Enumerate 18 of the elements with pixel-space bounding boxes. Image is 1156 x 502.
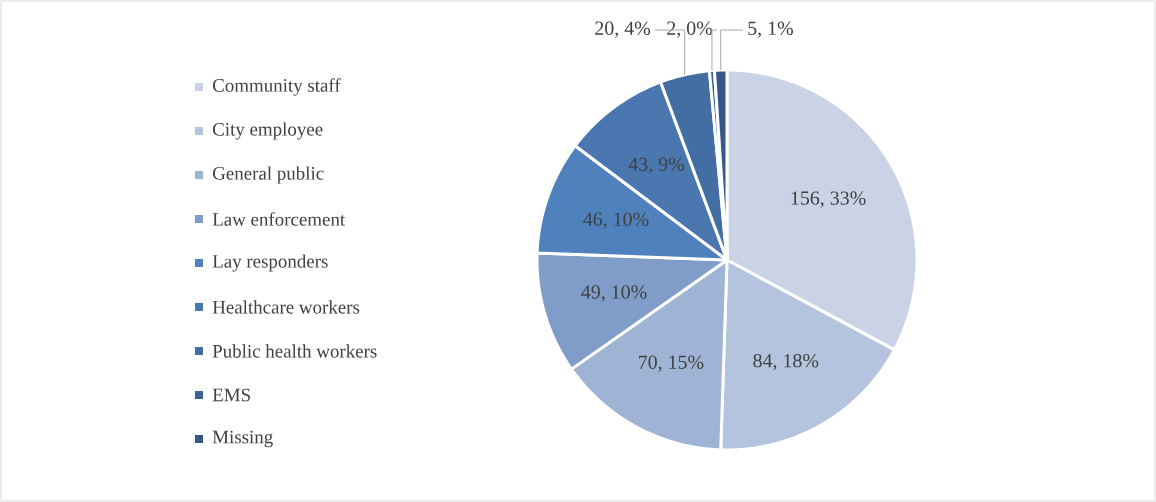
data-label: 2, 0% — [667, 21, 713, 38]
data-label: 84, 18% — [753, 353, 819, 371]
data-label: 49, 10% — [581, 285, 647, 302]
data-label: 20, 4% — [595, 21, 651, 38]
legend-label: EMS — [212, 388, 250, 402]
legend-label: Healthcare workers — [212, 300, 360, 314]
data-label: 5, 1% — [748, 21, 793, 38]
legend-label: Public health workers — [212, 344, 377, 358]
legend-label: City employee — [212, 122, 323, 140]
data-label: 156, 33% — [791, 191, 866, 208]
legend-label: Law enforcement — [212, 212, 346, 226]
legend-label: Missing — [212, 430, 273, 448]
data-label: 70, 15% — [639, 355, 704, 372]
legend-label: General public — [212, 166, 324, 184]
data-label: 46, 10% — [583, 212, 649, 229]
data-label: 43, 9% — [628, 157, 685, 174]
legend-label: Lay responders — [212, 254, 328, 272]
legend-label: Community staff — [212, 78, 341, 96]
